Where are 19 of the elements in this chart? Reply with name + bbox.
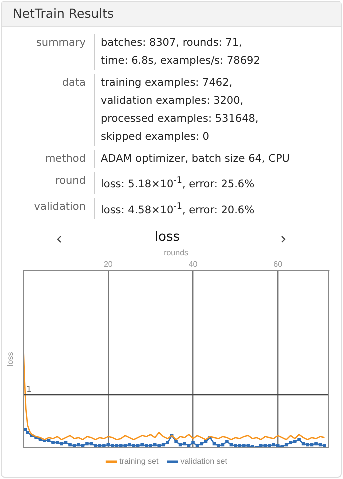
x-tick-label: 20 [104,260,114,270]
y-axis-title: loss [6,352,16,367]
text: ADAM optimizer, batch size 64, CPU [94,150,290,168]
text: loss: 4.58×10$^{-1}$, error: 20.6% [94,198,255,219]
text: method [44,152,87,167]
text: round [54,174,87,189]
text: data [61,76,87,91]
x-tick-label: 40 [188,260,198,270]
x-tick-label: 60 [274,260,284,270]
text: NetTrain Results [2,2,341,27]
text: training examples: 7462, validation examples: 3200, processed examples: 531648, skipped examples: 0 [94,74,259,146]
legend-label: training set [120,457,160,466]
chart-title: loss [154,230,180,246]
x-axis-title: rounds [164,248,189,258]
ref-line-label: 1 [26,385,32,394]
text: loss: 5.18×10$^{-1}$, error: 25.6% [94,172,255,194]
text: summary [35,36,87,51]
text: validation [33,200,87,214]
legend-label: validation set [180,457,228,466]
